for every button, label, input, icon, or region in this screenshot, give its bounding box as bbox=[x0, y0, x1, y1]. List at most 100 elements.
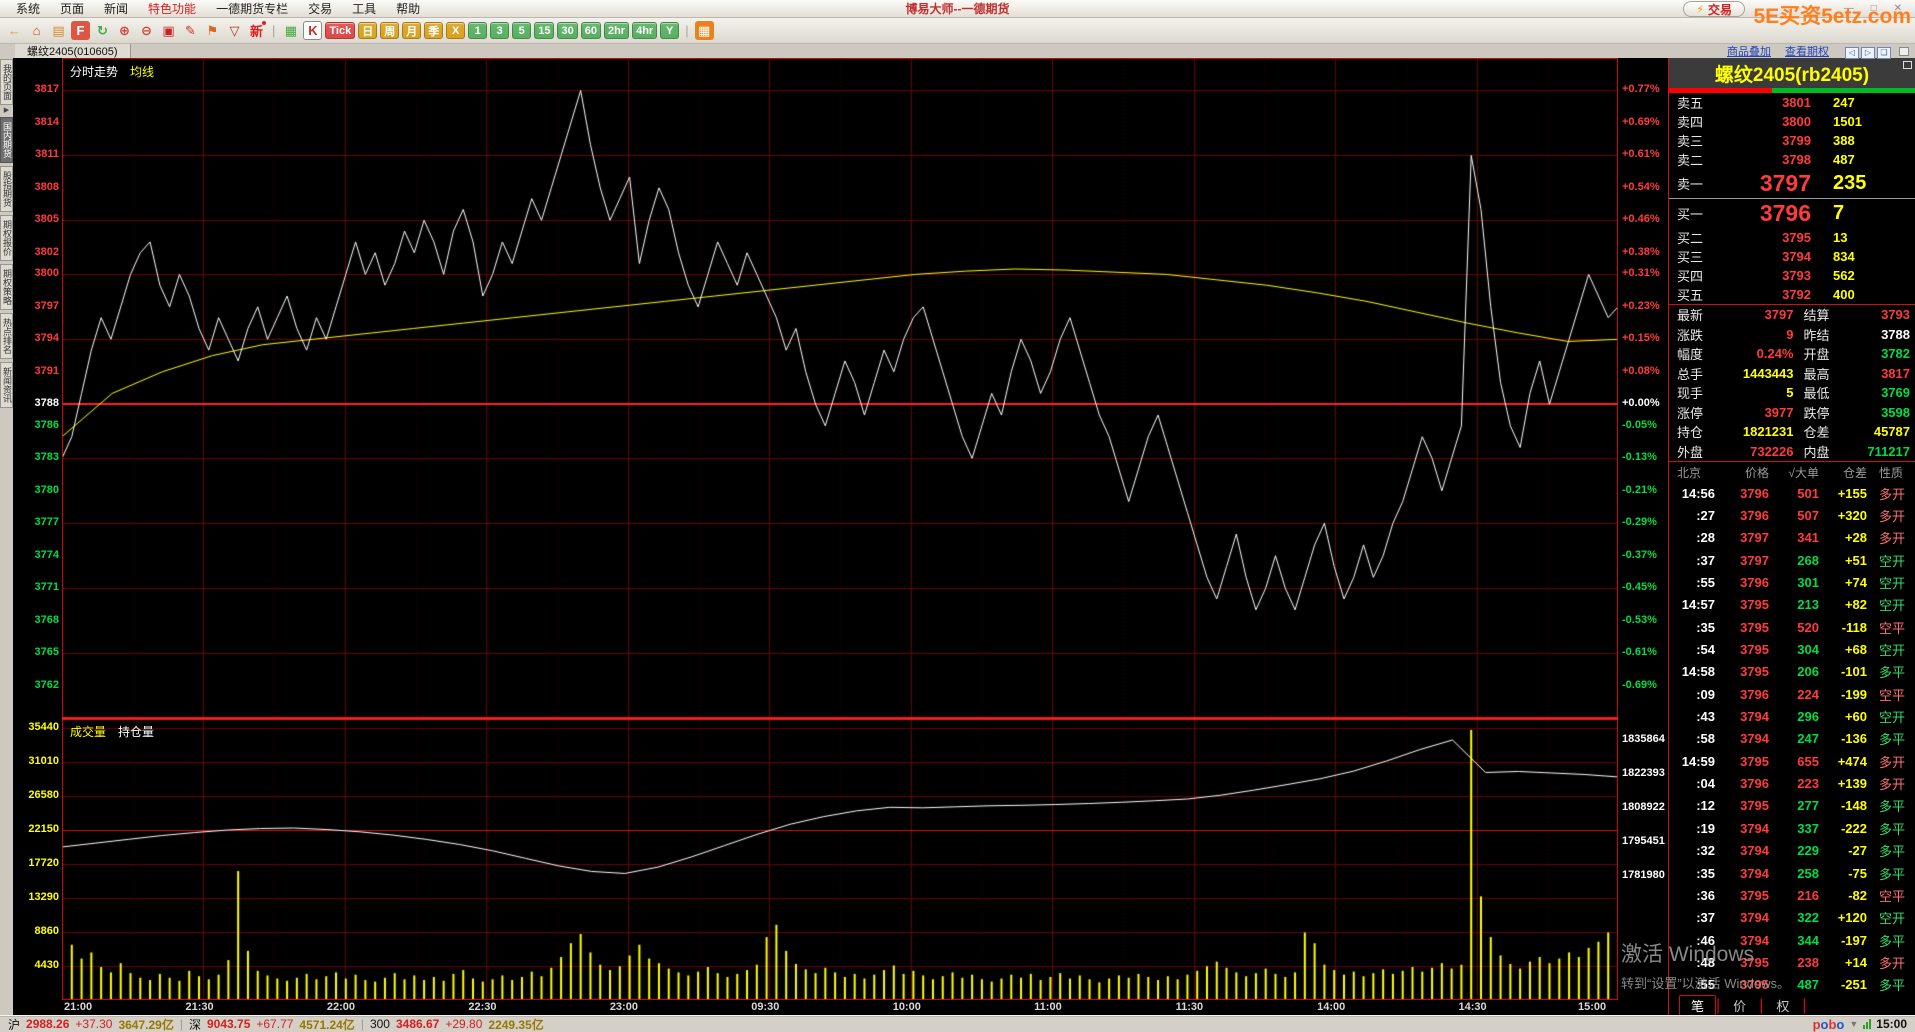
period-2hr-button[interactable]: 2hr bbox=[603, 22, 630, 39]
stat-value: 3977 bbox=[1764, 404, 1794, 420]
price-tick-label: 3774 bbox=[34, 548, 59, 561]
quote-restore-icon[interactable] bbox=[1903, 61, 1912, 69]
menu-item-1[interactable]: 系统 bbox=[16, 1, 41, 16]
intraday-chart-canvas[interactable] bbox=[62, 58, 1618, 1000]
open-interest-tick-label: 1781980 bbox=[1622, 869, 1665, 882]
filter-icon[interactable]: ▽ bbox=[229, 22, 240, 38]
menu-item-2[interactable]: 页面 bbox=[60, 1, 85, 16]
tick-volume: 507 bbox=[1797, 508, 1819, 524]
multi-view-icon[interactable]: ▦ bbox=[694, 21, 714, 40]
panel-collapse-icon[interactable] bbox=[1899, 46, 1909, 56]
price-tick-label: 3777 bbox=[34, 516, 59, 529]
quote-tab-3[interactable]: 权 bbox=[1776, 999, 1790, 1014]
stats-row-6: 涨停 3977 跌停 3598 bbox=[1669, 403, 1915, 423]
period-week-button[interactable]: 周 bbox=[380, 22, 400, 39]
period-30-button[interactable]: 30 bbox=[557, 22, 578, 39]
tick-time: 14:59 bbox=[1681, 753, 1715, 769]
price-tick-label: 3808 bbox=[34, 180, 59, 193]
home-icon[interactable]: ⌂ bbox=[32, 23, 41, 38]
sidebar-item-1[interactable]: 我的页面 bbox=[0, 59, 13, 105]
tick-time: :19 bbox=[1696, 820, 1715, 836]
menu-item-5[interactable]: 一德期货专栏 bbox=[216, 1, 289, 16]
menu-item-8[interactable]: 帮助 bbox=[396, 1, 421, 16]
tick-volume: 304 bbox=[1797, 642, 1819, 658]
sidebar-item-2[interactable]: 国内期货 bbox=[0, 117, 13, 163]
tick-header-cell: 仓差 bbox=[1842, 465, 1867, 480]
menu-item-4[interactable]: 特色功能 bbox=[148, 1, 197, 16]
sidebar-expand-icon[interactable]: ▶ bbox=[3, 107, 10, 114]
quote-tab-2[interactable]: 价 bbox=[1733, 999, 1747, 1014]
trade-button[interactable]: ⚡ 交易 bbox=[1683, 1, 1745, 17]
quote-tab-1[interactable]: 笔 bbox=[1679, 995, 1717, 1016]
period-y-button[interactable]: Y bbox=[660, 22, 680, 39]
menu-item-7[interactable]: 工具 bbox=[352, 1, 377, 16]
period-1-button[interactable]: 1 bbox=[468, 22, 488, 39]
period-5-button[interactable]: 5 bbox=[512, 22, 532, 39]
menu-item-3[interactable]: 新闻 bbox=[104, 1, 129, 16]
tick-price: 3796 bbox=[1740, 686, 1769, 702]
sidebar-item-4[interactable]: 期权报价 bbox=[0, 215, 13, 261]
period-15-button[interactable]: 15 bbox=[534, 22, 555, 39]
stats-row-1: 最新 3797 结算 3793 bbox=[1669, 305, 1915, 325]
view-options-link[interactable]: 查看期权 bbox=[1785, 46, 1829, 58]
news-icon[interactable]: ▤ bbox=[52, 22, 65, 38]
stat-label: 幅度 bbox=[1677, 347, 1704, 363]
period-season-button[interactable]: 季 bbox=[424, 22, 444, 39]
new-feature-icon[interactable]: 新 bbox=[247, 21, 266, 40]
draw-icon[interactable]: ✎ bbox=[185, 22, 196, 38]
sidebar-item-5[interactable]: 期权策略 bbox=[0, 264, 13, 310]
window-controls[interactable]: — □ ✕ bbox=[1844, 3, 1909, 14]
tab-separator: | bbox=[1759, 996, 1764, 1014]
title-menu-bar: 系统 页面 新闻 特色功能 一德期货专栏 交易 工具 帮助 博易大师--一德期货 ⚡ 交易 —… bbox=[0, 0, 1915, 18]
overlay-commodity-link[interactable]: 商品叠加 bbox=[1727, 46, 1771, 58]
sidebar-item-7[interactable]: 新闻资讯 bbox=[0, 362, 13, 408]
period-day-button[interactable]: 日 bbox=[358, 22, 378, 39]
index-amount: 2249.35亿 bbox=[488, 1017, 544, 1032]
period-tick-button[interactable]: Tick bbox=[325, 22, 356, 39]
percent-tick-label: -0.69% bbox=[1622, 678, 1657, 691]
time-tick-label: 14:00 bbox=[1317, 1001, 1346, 1013]
tick-time: :27 bbox=[1696, 508, 1715, 524]
stat-label: 持仓 bbox=[1677, 425, 1704, 441]
volume-tick-label: 13290 bbox=[28, 891, 59, 903]
stat-value: 0.24% bbox=[1756, 346, 1794, 362]
time-tick-label: 22:30 bbox=[468, 1001, 497, 1013]
period-month-button[interactable]: 月 bbox=[402, 22, 422, 39]
overlay-region-icon[interactable]: ▣ bbox=[162, 22, 175, 38]
tick-list[interactable]: 14:56 3796 501 +155 多开:27 3796 507 +320 多开:28 379… bbox=[1669, 482, 1915, 996]
tick-oi-change: +14 bbox=[1844, 954, 1867, 970]
tick-volume: 501 bbox=[1797, 485, 1819, 501]
quote-grid-icon[interactable]: ▦ bbox=[284, 22, 298, 38]
book-price: 3800 bbox=[1782, 114, 1811, 129]
menu-item-6[interactable]: 交易 bbox=[308, 1, 333, 16]
zoom-out-icon[interactable]: ⊖ bbox=[141, 22, 152, 38]
sidebar-item-6[interactable]: 热点排名 bbox=[0, 313, 13, 359]
back-icon[interactable]: ← bbox=[8, 23, 21, 38]
pane-right-icon[interactable]: ▷ bbox=[1861, 46, 1875, 59]
period-60-button[interactable]: 60 bbox=[580, 22, 601, 39]
tick-oi-change: -199 bbox=[1840, 686, 1867, 702]
alert-icon[interactable]: ⚑ bbox=[206, 22, 219, 38]
tick-nature: 空平 bbox=[1879, 888, 1906, 904]
refresh-icon[interactable]: ↻ bbox=[97, 22, 108, 38]
volume-tick-label: 35440 bbox=[28, 721, 59, 733]
main-chart-legend: 分时走势 均线 bbox=[70, 63, 154, 80]
kline-chart-icon[interactable]: K bbox=[303, 21, 323, 40]
contract-tab[interactable]: 螺纹2405(010605) bbox=[15, 44, 131, 58]
zoom-in-icon[interactable]: ⊕ bbox=[119, 22, 130, 38]
f10-info-icon[interactable]: F bbox=[71, 21, 90, 40]
period-4hr-button[interactable]: 4hr bbox=[632, 22, 658, 39]
sidebar-item-3[interactable]: 股指期货 bbox=[0, 166, 13, 212]
tick-price: 3795 bbox=[1740, 664, 1769, 680]
status-right: pobo ▼ 15:00 bbox=[1813, 1017, 1907, 1032]
period-3-button[interactable]: 3 bbox=[490, 22, 510, 39]
index-change: +29.80 bbox=[445, 1017, 483, 1031]
pane-left-icon[interactable]: ◁ bbox=[1845, 46, 1859, 59]
time-tick-label: 21:00 bbox=[64, 1001, 93, 1013]
tab-separator: | bbox=[1716, 996, 1721, 1014]
pane-split-icon[interactable]: ❏ bbox=[1877, 46, 1891, 59]
period-x-button[interactable]: X bbox=[446, 22, 466, 39]
stat-label: 跌停 bbox=[1803, 405, 1830, 421]
tick-row: :12 3795 277 -148 多平 bbox=[1669, 795, 1915, 817]
tick-nature: 多平 bbox=[1879, 799, 1906, 815]
